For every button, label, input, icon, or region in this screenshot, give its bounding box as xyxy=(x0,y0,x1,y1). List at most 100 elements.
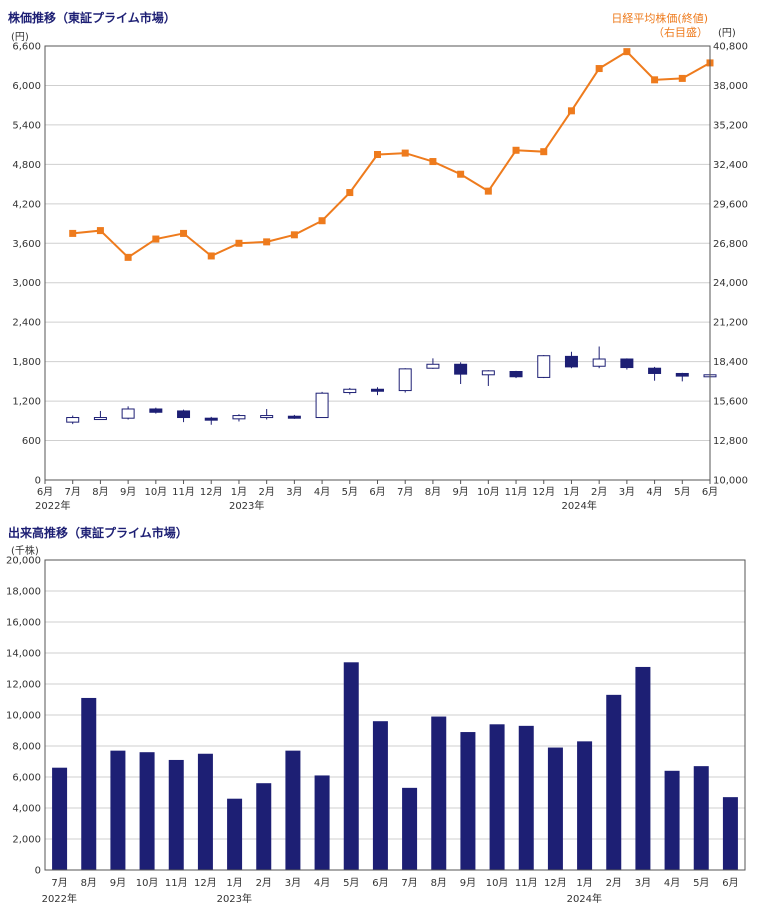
volume-bar xyxy=(518,725,534,870)
candle-body xyxy=(315,392,329,419)
volume-bar xyxy=(402,787,418,870)
volume-bar xyxy=(547,747,563,870)
nikkei-y-tick-label: 18,400 xyxy=(713,357,748,368)
candle-body xyxy=(93,417,107,421)
price-y-tick-label: 4,800 xyxy=(12,160,41,171)
price-x-tick-label: 10月 xyxy=(144,486,167,498)
price-y-tick-label: 3,600 xyxy=(12,239,41,250)
candle-body xyxy=(204,417,218,421)
volume-year-label: 2023年 xyxy=(217,892,252,905)
nikkei-point xyxy=(457,170,465,178)
volume-bar xyxy=(256,783,272,870)
price-x-tick-label: 7月 xyxy=(397,486,413,498)
candle-body xyxy=(371,388,384,392)
candle-body xyxy=(648,367,662,374)
nikkei-legend-sub: （右目盛） xyxy=(653,25,708,39)
volume-bar xyxy=(460,732,476,870)
nikkei-point xyxy=(623,48,631,56)
nikkei-y-tick-label: 12,800 xyxy=(713,436,748,447)
price-x-tick-label: 6月 xyxy=(369,486,385,498)
volume-year-label: 2022年 xyxy=(42,892,77,905)
nikkei-point xyxy=(540,148,548,156)
volume-bar xyxy=(110,750,126,870)
nikkei-y-tick-label: 24,000 xyxy=(713,278,748,289)
volume-y-tick-label: 8,000 xyxy=(12,742,41,753)
volume-grid xyxy=(45,590,745,840)
price-y-tick-label: 6,600 xyxy=(12,42,41,53)
price-x-tick-label: 3月 xyxy=(619,486,635,498)
volume-bar xyxy=(372,721,388,870)
nikkei-y-tick-label: 10,000 xyxy=(713,476,748,487)
price-x-tick-label: 10月 xyxy=(477,486,500,498)
price-x-tick-label: 1月 xyxy=(563,486,579,498)
price-chart-title: 株価推移（東証プライム市場） xyxy=(8,10,176,25)
volume-bar xyxy=(81,697,97,870)
volume-x-tick-label: 12月 xyxy=(544,877,567,889)
nikkei-point xyxy=(96,227,104,235)
volume-x-tick-label: 4月 xyxy=(664,877,680,889)
volume-y-tick-label: 18,000 xyxy=(6,587,41,598)
candle-body xyxy=(343,388,357,394)
candle-body xyxy=(481,370,495,376)
price-x-tick-label: 6月 xyxy=(702,486,718,498)
volume-x-tick-label: 5月 xyxy=(343,877,359,889)
nikkei-y-tick-label: 32,400 xyxy=(713,160,748,171)
candle-body xyxy=(509,371,523,378)
price-y-tick-label: 3,000 xyxy=(12,278,41,289)
volume-bar xyxy=(606,694,622,870)
nikkei-point xyxy=(484,187,492,195)
nikkei-point xyxy=(152,235,160,243)
candle-body xyxy=(426,363,440,369)
price-axes: 0 600 1,200 1,800 2,400 3,000 3,600 4,200 4,800 5… xyxy=(12,42,748,513)
price-x-tick-label: 9月 xyxy=(452,486,468,498)
candle-body xyxy=(121,408,135,419)
nikkei-point xyxy=(429,158,437,166)
volume-y-tick-label: 0 xyxy=(35,866,41,877)
nikkei-y-tick-label: 26,800 xyxy=(713,239,748,250)
price-x-tick-label: 5月 xyxy=(674,486,690,498)
volume-axes: 0 2,000 4,000 6,000 8,000 10,000 12,000 14,000 1… xyxy=(6,556,739,906)
volume-x-tick-label: 7月 xyxy=(401,877,417,889)
price-grid xyxy=(45,84,710,442)
price-x-tick-label: 2月 xyxy=(591,486,607,498)
candle-body xyxy=(398,368,412,392)
nikkei-y-tick-label: 21,200 xyxy=(713,318,748,329)
price-x-tick-label: 3月 xyxy=(286,486,302,498)
volume-y-tick-label: 10,000 xyxy=(6,711,41,722)
volume-bar xyxy=(664,770,680,870)
price-y-tick-label: 1,800 xyxy=(12,357,41,368)
volume-bar xyxy=(577,741,593,870)
volume-bar xyxy=(168,759,184,870)
volume-x-tick-label: 9月 xyxy=(110,877,126,889)
price-x-tick-label: 8月 xyxy=(92,486,108,498)
price-x-tick-label: 4月 xyxy=(646,486,662,498)
volume-x-tick-label: 3月 xyxy=(635,877,651,889)
nikkei-point xyxy=(374,151,381,158)
volume-bar xyxy=(343,662,359,870)
candle-body xyxy=(537,355,551,378)
candle-body xyxy=(675,372,689,377)
volume-bar xyxy=(314,775,330,870)
nikkei-y-tick-label: 38,000 xyxy=(713,81,748,92)
candle-body xyxy=(177,410,191,419)
volume-x-tick-label: 12月 xyxy=(194,877,217,889)
price-x-tick-label: 1月 xyxy=(231,486,247,498)
volume-bar xyxy=(227,798,243,870)
volume-y-tick-label: 4,000 xyxy=(12,804,41,815)
volume-bar xyxy=(693,766,709,870)
volume-x-tick-label: 1月 xyxy=(226,877,242,889)
volume-y-tick-label: 14,000 xyxy=(6,649,41,660)
price-x-tick-label: 5月 xyxy=(342,486,358,498)
price-x-tick-label: 8月 xyxy=(425,486,441,498)
volume-bar xyxy=(431,716,447,870)
nikkei-y-tick-label: 29,600 xyxy=(713,199,748,210)
volume-x-tick-label: 10月 xyxy=(136,877,159,889)
price-plot-frame xyxy=(44,45,711,481)
volume-y-tick-label: 20,000 xyxy=(6,556,41,567)
volume-year-label: 2024年 xyxy=(567,892,602,905)
volume-bar xyxy=(197,753,213,870)
price-y-tick-label: 6,000 xyxy=(12,81,41,92)
candle-body xyxy=(564,355,578,368)
price-x-tick-label: 7月 xyxy=(65,486,81,498)
